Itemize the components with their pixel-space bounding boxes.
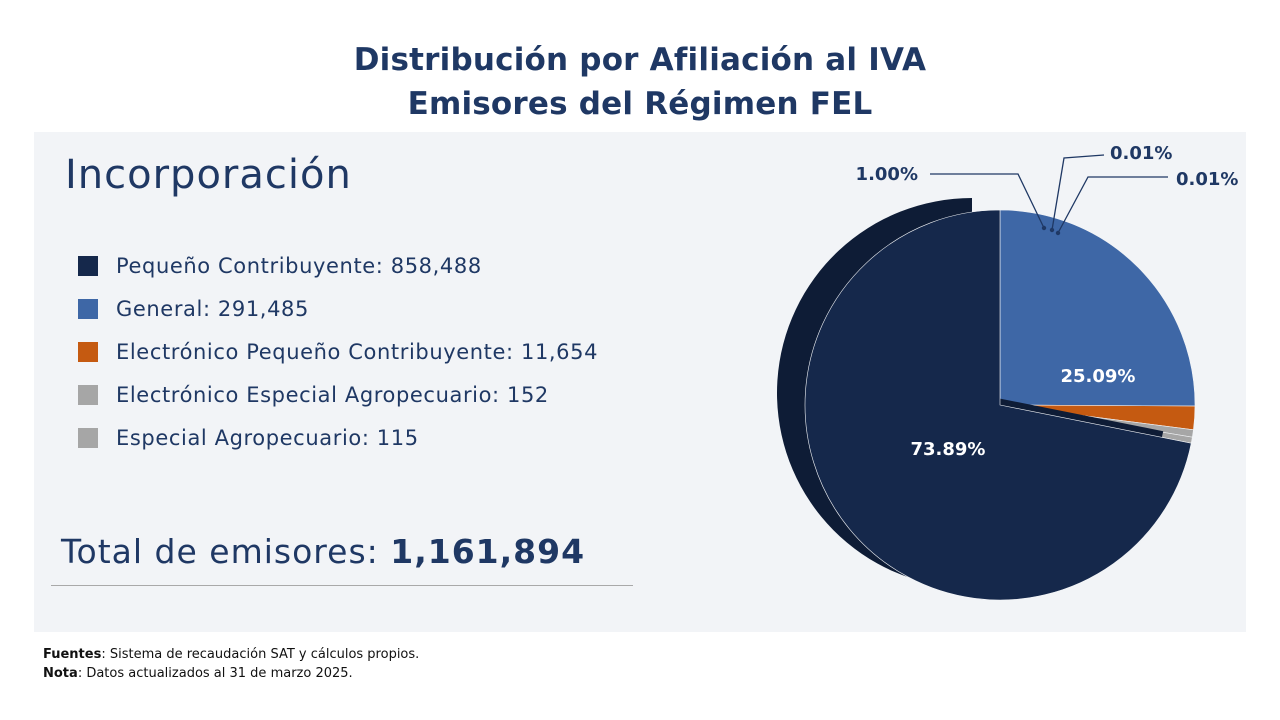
legend-swatch [78, 384, 98, 405]
data-label-pequeno-contribuyente: 73.89% [911, 439, 986, 460]
data-label-outside: 0.01% [1176, 169, 1238, 190]
total-label: Total de emisores: [61, 532, 379, 571]
total-emitters: Total de emisores: 1,161,894 [61, 532, 585, 571]
data-note: Nota: Datos actualizados al 31 de marzo … [43, 664, 419, 683]
legend-swatch [78, 255, 98, 276]
legend-item-general: General: 291,485 [78, 287, 598, 330]
legend-swatch [78, 341, 98, 362]
pie-slice-0 [804, 209, 1192, 601]
sources-text: : Sistema de recaudación SAT y cálculos … [101, 647, 420, 662]
data-label-outside: 0.01% [1110, 143, 1172, 164]
leader-dot [1049, 227, 1055, 233]
footnotes: Fuentes: Sistema de recaudación SAT y cá… [43, 645, 419, 683]
sources-label: Fuentes [43, 647, 102, 662]
leader-dot [1055, 230, 1061, 236]
total-divider [51, 585, 633, 586]
leader-dot [1041, 225, 1047, 231]
sources-note: Fuentes: Sistema de recaudación SAT y cá… [43, 645, 419, 664]
note-text: : Datos actualizados al 31 de marzo 2025… [77, 666, 353, 681]
legend-item-especial-agropecuario: Especial Agropecuario: 115 [78, 416, 598, 459]
legend-label: Especial Agropecuario: 115 [116, 425, 419, 450]
leader-line [930, 173, 1045, 229]
legend-label: Electrónico Pequeño Contribuyente: 11,65… [116, 339, 599, 364]
legend: Pequeño Contribuyente: 858,488 General: … [78, 244, 598, 459]
pie-slice-1 [999, 209, 1196, 407]
legend-swatch [78, 427, 98, 448]
chart-title: Distribución por Afiliación al IVA Emiso… [0, 38, 1280, 126]
legend-label: Electrónico Especial Agropecuario: 152 [116, 382, 549, 407]
title-line-2: Emisores del Régimen FEL [407, 86, 873, 122]
title-line-1: Distribución por Afiliación al IVA [353, 42, 927, 78]
data-label-outside: 1.00% [856, 164, 918, 185]
legend-swatch [78, 298, 98, 319]
legend-item-pequeno-contribuyente: Pequeño Contribuyente: 858,488 [78, 244, 598, 287]
section-heading: Incorporación [65, 152, 352, 198]
leader-line [1051, 154, 1105, 231]
total-value: 1,161,894 [390, 532, 586, 571]
legend-item-electronico-especial-agropecuario: Electrónico Especial Agropecuario: 152 [78, 373, 598, 416]
legend-item-electronico-pequeno-contribuyente: Electrónico Pequeño Contribuyente: 11,65… [78, 330, 598, 373]
legend-label: General: 291,485 [116, 296, 309, 321]
leader-line [1057, 176, 1168, 234]
legend-label: Pequeño Contribuyente: 858,488 [116, 253, 482, 278]
data-label-general: 25.09% [1061, 366, 1136, 387]
note-label: Nota [43, 666, 78, 681]
